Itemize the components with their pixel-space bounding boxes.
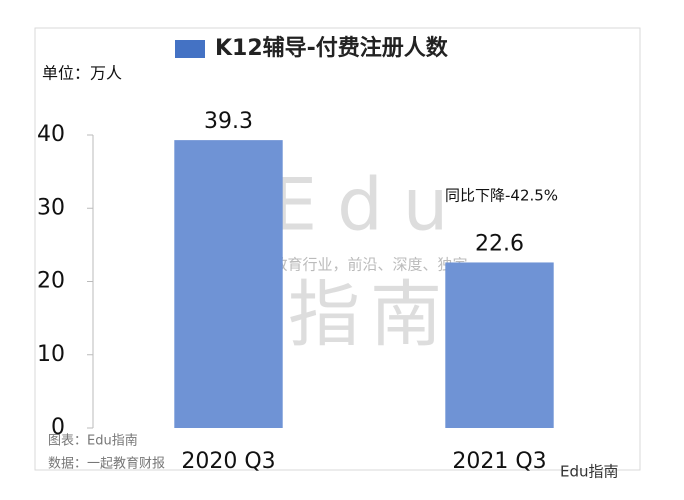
y-tick-label: 40 bbox=[37, 122, 65, 147]
watermark: 指南 bbox=[288, 273, 452, 357]
source-data: 数据：一起教育财报 bbox=[48, 456, 165, 472]
legend-swatch bbox=[175, 40, 205, 58]
x-tick-label: 2021 Q3 bbox=[452, 449, 546, 474]
chart-title: K12辅导-付费注册人数 bbox=[215, 35, 449, 61]
chart-frame bbox=[34, 27, 641, 471]
logo: Edu指南 bbox=[560, 463, 619, 481]
watermark: Edu bbox=[272, 163, 469, 247]
annotation: 同比下降-42.5% bbox=[445, 187, 558, 205]
y-tick-label: 10 bbox=[37, 342, 65, 367]
y-tick-label: 30 bbox=[37, 195, 65, 220]
value-label: 22.6 bbox=[475, 231, 524, 256]
source-chart: 图表：Edu指南 bbox=[48, 433, 138, 449]
bar bbox=[174, 140, 283, 428]
watermark: 教育行业，前沿、深度、独家 bbox=[272, 256, 467, 274]
y-tick-label: 20 bbox=[37, 269, 65, 294]
value-label: 39.3 bbox=[204, 109, 253, 134]
unit-label: 单位：万人 bbox=[42, 64, 122, 83]
x-tick-label: 2020 Q3 bbox=[181, 449, 275, 474]
y-tick-label: 0 bbox=[51, 415, 65, 440]
bar bbox=[445, 262, 554, 428]
